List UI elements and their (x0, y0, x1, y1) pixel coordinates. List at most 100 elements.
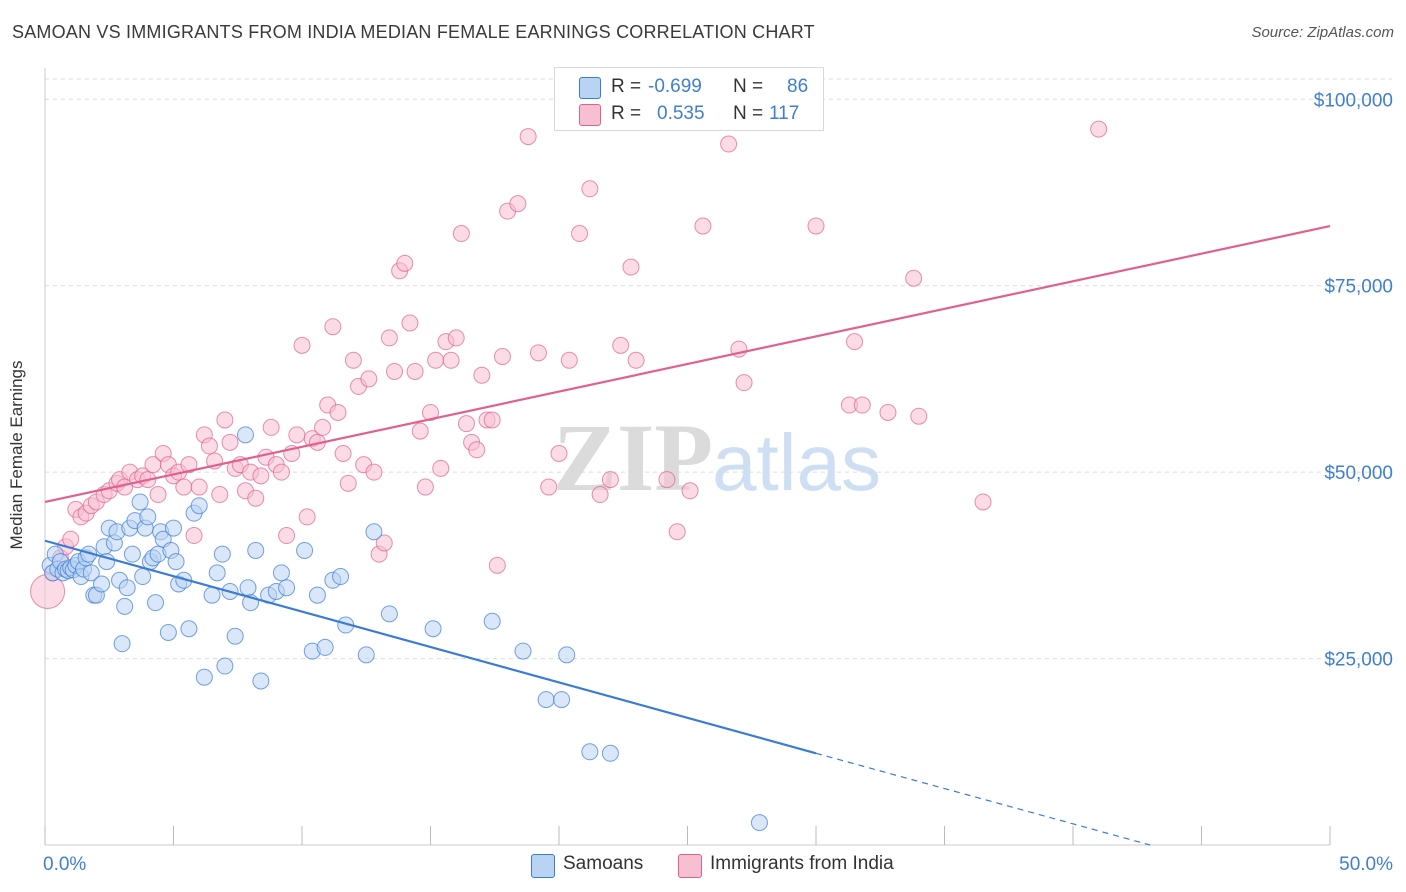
india-point (457, 415, 475, 433)
samoan-point (113, 635, 131, 653)
y-tick-label: $50,000 (1324, 463, 1393, 484)
samoan-point (380, 605, 398, 623)
samoan-point (558, 646, 576, 664)
legend-n-value: 117 (769, 103, 800, 124)
india-point (974, 493, 992, 511)
india-point (360, 370, 378, 388)
india-points-layer (30, 120, 1108, 609)
samoan-point (247, 541, 265, 559)
legend-r-value: 0.535 (657, 103, 705, 124)
india-point (411, 422, 429, 440)
india-point (200, 437, 218, 455)
x-tick-label: 50.0% (1339, 854, 1393, 875)
legend-swatch-blue (579, 77, 601, 99)
samoan-point (180, 620, 198, 638)
samoan-point (553, 691, 571, 709)
india-point (571, 225, 589, 243)
india-point (62, 530, 80, 548)
samoan-point (216, 657, 234, 675)
india-point (334, 445, 352, 462)
india-point (422, 403, 439, 421)
samoan-point (165, 519, 182, 537)
india-point (416, 478, 434, 496)
samoan-point (316, 638, 334, 656)
legend-n-value: 86 (787, 76, 809, 97)
legend-n-label: N = (733, 76, 764, 97)
india-point (452, 225, 470, 243)
india-point (681, 482, 699, 500)
chart-title: SAMOAN VS IMMIGRANTS FROM INDIA MEDIAN F… (12, 22, 815, 42)
legend-r-label: R = (611, 76, 642, 97)
samoan-point (308, 586, 326, 604)
india-point (211, 486, 229, 504)
legend-row-samoans: R = -0.699 N = 86 (555, 73, 823, 101)
india-point (627, 351, 645, 369)
legend-n-label: N = (733, 103, 764, 124)
samoan-point (537, 691, 555, 709)
india-point (365, 463, 383, 481)
india-point (221, 433, 239, 451)
india-point (581, 180, 599, 198)
india-point (668, 523, 686, 541)
samoan-point (131, 493, 149, 511)
samoan-point (357, 646, 375, 664)
x-tick-label: 0.0% (43, 854, 86, 875)
india-point (272, 463, 290, 481)
india-point (396, 254, 414, 272)
samoan-point (365, 523, 383, 541)
legend-row-india: R = 0.535 N = 117 (555, 100, 823, 128)
samoan-point (236, 426, 254, 444)
legend-r-label: R = (611, 103, 642, 124)
india-point (735, 374, 753, 392)
samoan-point (239, 579, 257, 597)
legend-label-samoans: Samoans (563, 853, 644, 874)
india-point (324, 318, 342, 336)
samoan-point (213, 545, 231, 563)
india-point (247, 489, 265, 507)
india-point (185, 527, 203, 545)
samoan-point (278, 579, 296, 597)
india-point (344, 351, 362, 369)
india-point (910, 407, 928, 425)
india-point (658, 471, 676, 489)
india-point (180, 456, 198, 474)
india-point (720, 135, 738, 153)
tick-labels-layer: $25,000 $50,000 $75,000 $100,000 0.0% 50.0% (43, 90, 1393, 875)
india-point (807, 217, 825, 235)
samoan-point (93, 575, 111, 593)
india-point (694, 217, 712, 235)
y-tick-label: $25,000 (1324, 650, 1393, 671)
india-point (442, 351, 460, 369)
samoan-point (203, 586, 221, 604)
india-point (175, 478, 193, 496)
india-point (879, 403, 897, 421)
grid-layer (45, 78, 1392, 660)
india-point (488, 556, 506, 574)
samoan-point (272, 564, 290, 582)
samoan-point (190, 497, 208, 515)
india-point (473, 366, 491, 384)
watermark-atlas: atlas (712, 418, 881, 507)
india-point (493, 348, 511, 366)
samoan-point (195, 668, 213, 686)
india-point (612, 336, 630, 354)
samoan-points-layer (41, 426, 768, 832)
india-point (622, 258, 640, 276)
india-point (298, 508, 316, 526)
india-point (1090, 120, 1108, 138)
india-point (468, 441, 486, 459)
india-point (540, 478, 558, 496)
samoan-point (581, 743, 599, 761)
india-point (519, 128, 537, 146)
india-point (591, 486, 609, 504)
india-trend-line (44, 224, 1331, 504)
legend-label-india: Immigrants from India (710, 853, 894, 874)
india-point (293, 336, 311, 354)
india-point (190, 478, 208, 496)
samoan-point (252, 672, 270, 690)
samoan-trend-extension (815, 752, 1151, 846)
correlation-legend: R = -0.699 N = 86 R = 0.535 N = 117 (554, 67, 824, 131)
india-point (550, 445, 568, 462)
india-point (509, 195, 527, 213)
